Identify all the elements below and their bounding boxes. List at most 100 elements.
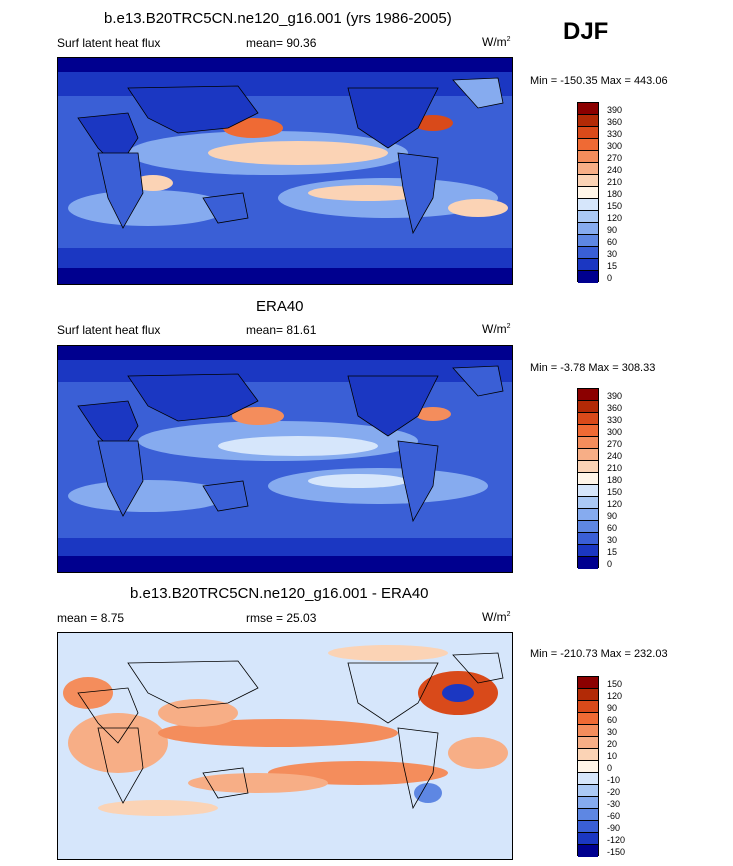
colorbar-tick-label: 360 <box>607 117 623 127</box>
colorbar-tick-label: 0 <box>607 273 613 283</box>
colorbar-tick-label: 240 <box>607 451 623 461</box>
colorbar-tick-label: 360 <box>607 403 623 413</box>
colorbar-swatch <box>578 247 598 259</box>
colorbar-swatch <box>578 259 598 271</box>
colorbar-swatch <box>578 845 598 857</box>
colorbar-tick-label: 390 <box>607 391 623 401</box>
colorbar-tick-label: 15 <box>607 547 618 557</box>
colorbar-tick-label: 30 <box>607 535 618 545</box>
colorbar-swatch <box>578 235 598 247</box>
colorbar-swatch <box>578 773 598 785</box>
colorbar-swatch <box>578 833 598 845</box>
colorbar-swatch <box>578 689 598 701</box>
colorbar-swatch <box>578 401 598 413</box>
colorbar-swatch <box>578 437 598 449</box>
colorbar-tick-label: 330 <box>607 415 623 425</box>
colorbar-swatch <box>578 211 598 223</box>
colorbar-swatch <box>578 139 598 151</box>
colorbar-swatch <box>578 725 598 737</box>
season-label: DJF <box>563 18 609 45</box>
colorbar-swatch <box>578 271 598 283</box>
colorbar-swatch <box>578 509 598 521</box>
colorbar-tick-label: 90 <box>607 511 618 521</box>
colorbar-swatch <box>578 533 598 545</box>
panel3-colorbar <box>577 676 599 857</box>
colorbar-swatch <box>578 473 598 485</box>
colorbar-tick-label: 30 <box>607 727 618 737</box>
colorbar-tick-label: 20 <box>607 739 618 749</box>
panel2-title: ERA40 <box>256 298 304 315</box>
colorbar-tick-label: 180 <box>607 475 623 485</box>
colorbar-swatch <box>578 115 598 127</box>
colorbar-swatch <box>578 521 598 533</box>
colorbar-tick-label: 60 <box>607 237 618 247</box>
colorbar-swatch <box>578 425 598 437</box>
colorbar-tick-label: 210 <box>607 177 623 187</box>
colorbar-tick-label: 300 <box>607 427 623 437</box>
colorbar-swatch <box>578 785 598 797</box>
colorbar-swatch <box>578 413 598 425</box>
colorbar-tick-label: 150 <box>607 487 623 497</box>
panel2-units-label: W/m2 <box>482 322 511 336</box>
colorbar-tick-label: 240 <box>607 165 623 175</box>
colorbar-tick-label: -150 <box>607 847 626 857</box>
colorbar-swatch <box>578 223 598 235</box>
colorbar-tick-label: -20 <box>607 787 621 797</box>
colorbar-tick-label: 90 <box>607 703 618 713</box>
colorbar-swatch <box>578 557 598 569</box>
panel3-minmax: Min = -210.73 Max = 232.03 <box>530 648 668 660</box>
colorbar-swatch <box>578 485 598 497</box>
colorbar-swatch <box>578 737 598 749</box>
colorbar-tick-label: 150 <box>607 201 623 211</box>
colorbar-tick-label: 10 <box>607 751 618 761</box>
colorbar-swatch <box>578 103 598 115</box>
panel1-map-svg <box>58 58 512 284</box>
colorbar-tick-label: 270 <box>607 439 623 449</box>
panel1-minmax: Min = -150.35 Max = 443.06 <box>530 75 668 87</box>
colorbar-tick-label: -120 <box>607 835 626 845</box>
colorbar-swatch <box>578 497 598 509</box>
colorbar-tick-label: 300 <box>607 141 623 151</box>
colorbar-swatch <box>578 175 598 187</box>
colorbar-swatch <box>578 461 598 473</box>
colorbar-swatch <box>578 199 598 211</box>
colorbar-tick-label: -30 <box>607 799 621 809</box>
panel2-minmax: Min = -3.78 Max = 308.33 <box>530 362 656 374</box>
colorbar-swatch <box>578 749 598 761</box>
colorbar-swatch <box>578 797 598 809</box>
colorbar-tick-label: 60 <box>607 715 618 725</box>
colorbar-swatch <box>578 809 598 821</box>
colorbar-tick-label: 330 <box>607 129 623 139</box>
colorbar-tick-label: 30 <box>607 249 618 259</box>
colorbar-swatch <box>578 389 598 401</box>
colorbar-tick-label: -60 <box>607 811 621 821</box>
panel1-map <box>57 57 513 285</box>
colorbar-swatch <box>578 545 598 557</box>
colorbar-swatch <box>578 761 598 773</box>
colorbar-tick-label: 120 <box>607 499 623 509</box>
colorbar-swatch <box>578 821 598 833</box>
panel3-map <box>57 632 513 860</box>
panel3-units-label: W/m2 <box>482 610 511 624</box>
colorbar-swatch <box>578 701 598 713</box>
panel2-mean-label: mean= 81.61 <box>246 323 317 337</box>
colorbar-tick-label: 120 <box>607 213 623 223</box>
panel3-map-svg <box>58 633 512 859</box>
panel1-title: b.e13.B20TRC5CN.ne120_g16.001 (yrs 1986-… <box>104 10 452 27</box>
colorbar-tick-label: 150 <box>607 679 623 689</box>
panel1-mean-label: mean= 90.36 <box>246 36 317 50</box>
panel2-variable-label: Surf latent heat flux <box>57 323 161 337</box>
panel1-units-label: W/m2 <box>482 35 511 49</box>
colorbar-swatch <box>578 151 598 163</box>
panel3-rmse-label: rmse = 25.03 <box>246 611 317 625</box>
colorbar-tick-label: 210 <box>607 463 623 473</box>
colorbar-tick-label: -90 <box>607 823 621 833</box>
colorbar-swatch <box>578 187 598 199</box>
colorbar-tick-label: 180 <box>607 189 623 199</box>
colorbar-tick-label: 60 <box>607 523 618 533</box>
panel2-map-svg <box>58 346 512 572</box>
colorbar-swatch <box>578 449 598 461</box>
colorbar-tick-label: 90 <box>607 225 618 235</box>
panel3-mean-label: mean = 8.75 <box>57 611 125 625</box>
colorbar-swatch <box>578 163 598 175</box>
